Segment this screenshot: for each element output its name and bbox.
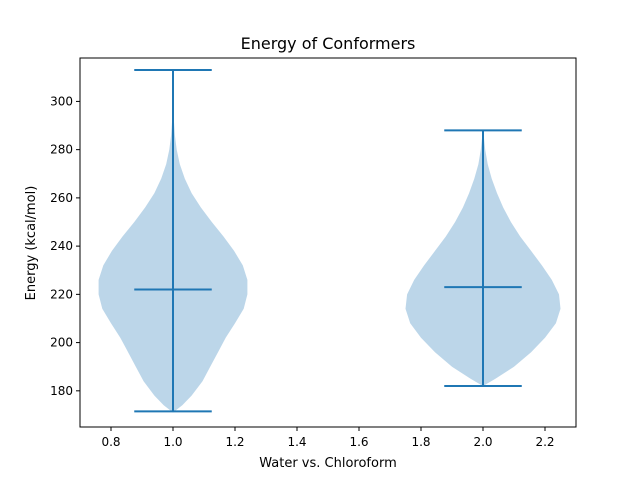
x-tick-label: 1.8 bbox=[411, 435, 430, 449]
plot-frame bbox=[79, 57, 577, 428]
axis-layer: 0.8 1.0 1.2 1.4 1.6 1.8 2.0 2.2 180 200 220 240 260 2… bbox=[50, 94, 554, 449]
y-tick-label: 180 bbox=[50, 384, 73, 398]
x-tick-label: 1.4 bbox=[287, 435, 306, 449]
chart-title: Energy of Conformers bbox=[241, 34, 416, 53]
x-tick-label: 2.0 bbox=[473, 435, 492, 449]
x-axis-label: Water vs. Chloroform bbox=[259, 456, 397, 471]
y-tick-label: 240 bbox=[50, 239, 73, 253]
x-tick-label: 1.2 bbox=[225, 435, 244, 449]
x-tick-label: 0.8 bbox=[101, 435, 120, 449]
x-tick-label: 2.2 bbox=[535, 435, 554, 449]
y-tick-label: 220 bbox=[50, 287, 73, 301]
y-axis-label: Energy (kcal/mol) bbox=[24, 186, 39, 301]
y-tick-label: 260 bbox=[50, 191, 73, 205]
violin-layer bbox=[98, 69, 561, 413]
y-tick-label: 280 bbox=[50, 143, 73, 157]
y-tick-label: 300 bbox=[50, 94, 73, 108]
y-tick-label: 200 bbox=[50, 336, 73, 350]
x-tick-label: 1.0 bbox=[163, 435, 182, 449]
x-tick-label: 1.6 bbox=[349, 435, 368, 449]
